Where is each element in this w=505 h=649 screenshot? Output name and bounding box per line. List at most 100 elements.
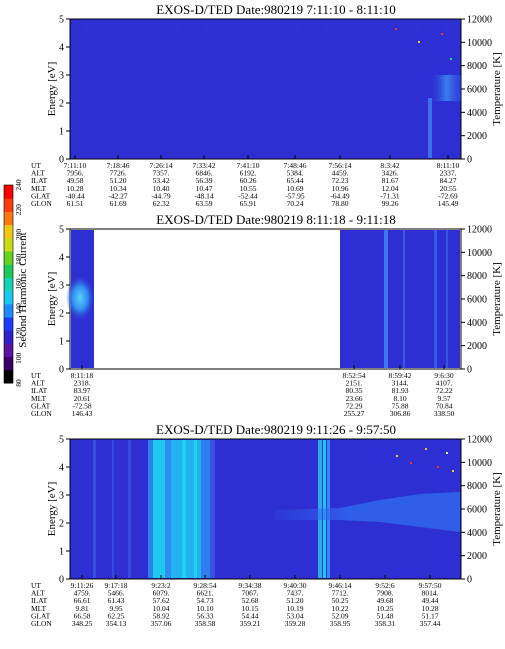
y2-tick-label: 4000: [467, 108, 487, 119]
table-cell: -57.95: [285, 191, 305, 200]
table-cell: 3144.: [392, 379, 409, 388]
table-cell: 61.43: [108, 596, 125, 605]
y-tick-label: 1: [59, 337, 64, 348]
table-cell: 6621.: [197, 589, 214, 598]
colorbar-swatch: [4, 198, 13, 212]
colorbar-swatch: [4, 330, 13, 344]
table-cell: 354.13: [106, 619, 127, 628]
colorbar-swatch: [4, 277, 13, 292]
y2-tick-label: 4000: [467, 318, 487, 329]
panel-2-y-ticks: 0 1 2 3 4 5: [59, 225, 70, 376]
colorbar-tick-label: 240: [14, 179, 23, 191]
table-cell: 357.06: [151, 619, 172, 628]
table-row-label: GLAT: [31, 191, 51, 200]
table-cell: 62.25: [108, 611, 125, 620]
table-cell: 358.31: [375, 619, 396, 628]
table-row-label: MLT: [31, 184, 47, 193]
table-cell: 7:41:10: [237, 161, 260, 170]
table-cell: 8014.: [422, 589, 439, 598]
table-cell: 4459.: [332, 169, 349, 178]
table-cell: -64.49: [330, 191, 350, 200]
panel-1-bright-stripe: [428, 98, 432, 158]
table-row-label: ALT: [31, 379, 45, 388]
table-cell: -42.27: [108, 191, 128, 200]
table-cell: 63.59: [196, 199, 213, 208]
table-cell: 146.43: [72, 409, 93, 418]
table-cell: 7726.: [110, 169, 127, 178]
panel-3-hot-pixels: [396, 448, 454, 472]
table-row-label: GLON: [31, 409, 52, 418]
table-row-label: GLAT: [31, 611, 51, 620]
y-tick-label: 5: [59, 225, 64, 236]
panel-2-y2-ticks: 0 2000 4000 6000 8000 10000 12000: [461, 225, 492, 376]
colorbar-tick-label: 120: [14, 328, 23, 340]
table-cell: 10.25: [377, 604, 394, 613]
table-cell: 8:11:10: [437, 161, 460, 170]
table-cell: 9:17:18: [105, 581, 128, 590]
panel-3-plasma-band: [275, 492, 460, 532]
panel-2-y2-axis-label: Temperature [K]: [491, 262, 503, 335]
panel-2-title: EXOS-D/TED Date:980219 8:11:18 - 9:11:18: [156, 212, 396, 227]
colorbar-tick-label: 80: [14, 379, 23, 387]
table-cell: 56.33: [197, 611, 214, 620]
colorbar-tick-label: 160: [14, 278, 23, 290]
table-cell: 7712.: [332, 589, 349, 598]
table-cell: 49.58: [67, 176, 84, 185]
table-cell: 12.04: [382, 184, 399, 193]
table-cell: 9:11:26: [71, 581, 94, 590]
y2-tick-label: 8000: [467, 271, 487, 282]
panel-3-x-ticks: [81, 575, 431, 579]
colorbar-swatch: [4, 185, 13, 199]
table-cell: 7067.: [242, 589, 259, 598]
table-cell: 61.51: [67, 199, 84, 208]
panel-3-y2-ticks: 0 2000 4000 6000 8000 10000 12000: [461, 435, 492, 586]
table-cell: 51.20: [110, 176, 127, 185]
colorbar-blocks: [3, 184, 14, 384]
panel-1-x-ticks: [74, 155, 449, 159]
table-cell: 255.27: [344, 409, 365, 418]
table-cell: -71.31: [380, 191, 400, 200]
table-cell: 81.93: [392, 386, 409, 395]
colorbar-tick-label: 140: [14, 303, 23, 315]
table-cell: 52.68: [242, 596, 259, 605]
table-cell: 9.95: [109, 604, 122, 613]
table-cell: 72.22: [436, 386, 453, 395]
table-cell: 9:46:14: [329, 581, 352, 590]
colorbar-frame: [3, 184, 14, 384]
table-cell: -40.44: [65, 191, 85, 200]
y2-tick-label: 10000: [467, 458, 492, 469]
panel-3-y-axis-label: Energy [eV]: [46, 482, 58, 536]
table-cell: 65.91: [240, 199, 257, 208]
colorbar-swatch: [4, 356, 13, 371]
y-tick-label: 0: [59, 365, 64, 376]
table-cell: 66.58: [74, 611, 91, 620]
colorbar-tick-label: 180: [14, 253, 23, 265]
y-tick-label: 3: [59, 491, 64, 502]
table-cell: 9:34:38: [239, 581, 262, 590]
table-cell: 58.92: [153, 611, 170, 620]
table-cell: 49.68: [377, 596, 394, 605]
table-cell: 83.97: [74, 386, 91, 395]
y2-tick-label: 10000: [467, 38, 492, 49]
table-cell: 53.42: [153, 176, 170, 185]
table-cell: 60.26: [240, 176, 257, 185]
y2-tick-label: 6000: [467, 505, 487, 516]
table-cell: 84.27: [440, 176, 457, 185]
table-row-label: ILAT: [31, 176, 48, 185]
colorbar: 80 100 120 140 160 180 200 220 240 Second Harmon…: [3, 179, 29, 387]
table-cell: -72.69: [438, 191, 458, 200]
panel-1-y-axis-label: Energy [eV]: [46, 62, 58, 116]
table-cell: 10.10: [197, 604, 214, 613]
table-cell: 8.10: [393, 394, 406, 403]
colorbar-swatch: [4, 211, 13, 226]
table-cell: 306.86: [390, 409, 411, 418]
panel-2-x-ticks: [81, 365, 445, 369]
table-cell: 7956.: [67, 169, 84, 178]
colorbar-label: Second Harmonic Current: [17, 232, 29, 347]
y-tick-label: 3: [59, 281, 64, 292]
table-cell: 65.44: [287, 176, 304, 185]
panel-1-orbit-table: UTALTILATMLTGLATGLON7:11:107956.49.5810.…: [31, 161, 460, 208]
table-cell: 8:59:42: [389, 371, 412, 380]
table-cell: 358.95: [330, 619, 351, 628]
